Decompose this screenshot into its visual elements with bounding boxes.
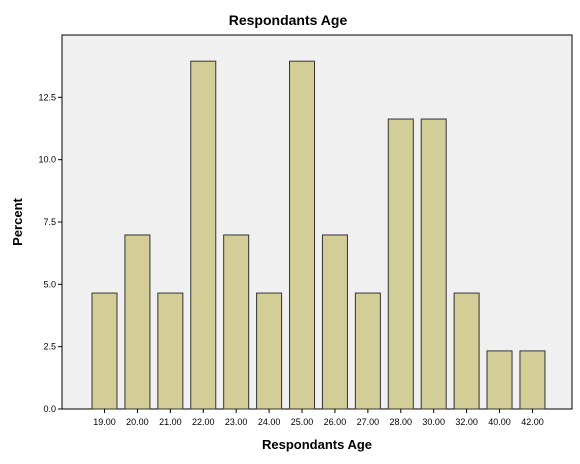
- y-axis: 0.0 2.5 5.0 7.5 10.0 12.5: [38, 92, 62, 414]
- bar-23.00: [223, 234, 250, 410]
- x-tick-label: 24.00: [258, 417, 281, 427]
- y-tick-label: 7.5: [43, 217, 56, 227]
- x-tick-label: 30.00: [422, 417, 445, 427]
- bar-25.00: [289, 60, 316, 410]
- x-tick-label: 23.00: [225, 417, 248, 427]
- x-tick-label: 42.00: [521, 417, 544, 427]
- bar-42.00: [519, 350, 546, 410]
- x-tick-label: 21.00: [159, 417, 182, 427]
- bar-22.00: [190, 60, 217, 410]
- bar-19.00: [91, 292, 118, 410]
- bars: [91, 60, 546, 410]
- x-tick-label: 40.00: [488, 417, 511, 427]
- bar-24.00: [256, 292, 283, 410]
- x-tick-label: 20.00: [126, 417, 149, 427]
- chart-title: Respondants Age: [229, 12, 348, 28]
- y-tick-label: 10.0: [38, 155, 56, 165]
- x-axis-label: Respondants Age: [262, 437, 372, 452]
- x-axis: 19.00 20.00 21.00 22.00 23.00 24.00 25.00 26.00…: [93, 409, 544, 427]
- bar-32.00: [453, 292, 480, 410]
- y-tick-label: 5.0: [43, 279, 56, 289]
- bar-27.00: [354, 292, 381, 410]
- bar-21.00: [157, 292, 184, 410]
- y-axis-label: Percent: [10, 197, 25, 245]
- bar-30.00: [420, 118, 447, 410]
- x-tick-label: 25.00: [291, 417, 314, 427]
- x-tick-label: 26.00: [324, 417, 347, 427]
- x-tick-label: 28.00: [390, 417, 413, 427]
- x-tick-label: 27.00: [357, 417, 380, 427]
- x-tick-label: 32.00: [455, 417, 478, 427]
- y-tick-label: 0.0: [43, 404, 56, 414]
- y-tick-label: 12.5: [38, 92, 56, 102]
- bar-20.00: [124, 234, 151, 410]
- bar-26.00: [321, 234, 348, 410]
- y-tick-label: 2.5: [43, 342, 56, 352]
- x-tick-label: 22.00: [192, 417, 215, 427]
- x-tick-label: 19.00: [93, 417, 116, 427]
- bar-40.00: [486, 350, 513, 410]
- bar-28.00: [387, 118, 414, 410]
